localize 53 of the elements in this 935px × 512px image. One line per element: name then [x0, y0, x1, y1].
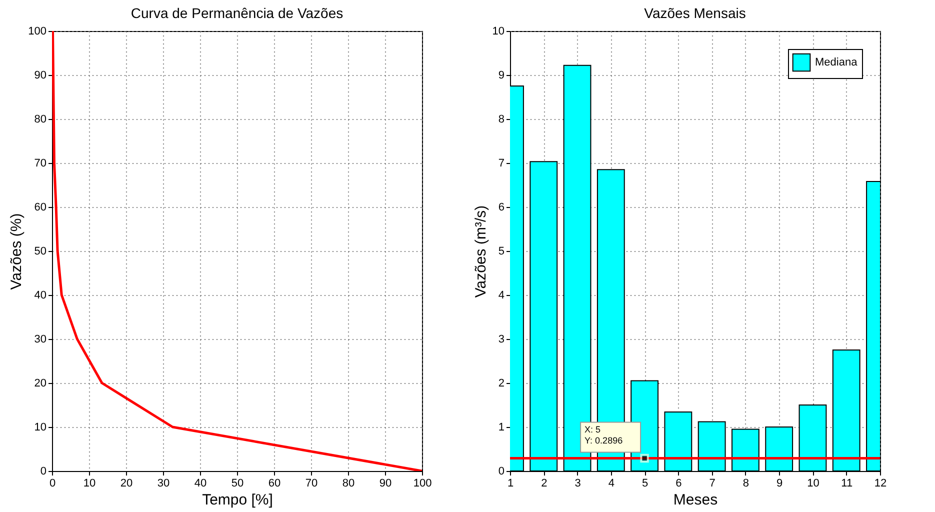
y-tick-label: 40	[34, 290, 46, 302]
x-axis-title: Tempo [%]	[202, 492, 273, 508]
x-tick-label: 4	[608, 478, 614, 490]
chart-title: Vazões Mensais	[644, 5, 746, 21]
x-tick-label: 50	[231, 478, 244, 490]
y-tick-label: 7	[498, 158, 504, 170]
y-tick-label: 10	[492, 26, 504, 38]
y-tick-label: 20	[34, 378, 46, 390]
y-tick-label: 5	[498, 246, 504, 258]
legend-label: Mediana	[815, 56, 858, 68]
y-tick-label: 0	[498, 466, 504, 478]
x-tick-label: 8	[742, 478, 750, 490]
y-tick-label: 70	[34, 158, 46, 170]
annotation: X: 5 Y: 0.2896	[584, 424, 623, 446]
y-tick-label: 80	[34, 114, 46, 126]
x-tick-label: 5	[642, 478, 648, 490]
x-tick-label: 11	[841, 478, 853, 490]
y-tick-label: 9	[498, 70, 504, 82]
x-tick-label: 70	[305, 478, 318, 490]
x-tick-label: 7	[709, 478, 716, 490]
x-axis-title: Meses	[673, 492, 718, 508]
chart-title: Curva de Permanência de Vazões	[130, 5, 344, 21]
y-tick-label: 1	[498, 422, 504, 434]
x-tick-label: 9	[776, 478, 783, 490]
y-tick-label: 100	[28, 26, 46, 38]
y-tick-label: 2	[498, 378, 504, 390]
y-tick-label: 60	[34, 202, 46, 214]
x-tick-label: 20	[120, 478, 133, 490]
y-tick-label: 3	[498, 334, 504, 346]
y-tick-label: 90	[34, 70, 46, 82]
x-tick-label: 10	[807, 478, 820, 490]
x-tick-label: 30	[157, 478, 170, 490]
y-axis-title: Vazões (%)	[8, 213, 26, 290]
y-tick-label: 0	[40, 466, 46, 478]
x-tick-label: 2	[541, 478, 548, 490]
x-tick-label: 60	[268, 478, 281, 490]
x-tick-label: 100	[413, 478, 432, 490]
y-tick-label: 10	[34, 422, 46, 434]
y-tick-label: 50	[34, 246, 46, 258]
x-tick-label: 90	[379, 478, 392, 490]
x-tick-label: 12	[874, 478, 887, 490]
y-tick-label: 6	[498, 202, 504, 214]
x-tick-label: 40	[194, 478, 207, 490]
x-tick-label: 1	[507, 478, 514, 490]
x-tick-label: 10	[83, 478, 96, 490]
y-tick-label: 8	[498, 114, 504, 126]
y-tick-label: 4	[498, 290, 504, 302]
x-tick-label: 3	[574, 478, 581, 490]
y-axis-title: Vazões (m³/s)	[472, 205, 490, 298]
x-tick-label: 0	[49, 478, 56, 490]
y-tick-label: 30	[34, 334, 46, 346]
x-tick-label: 6	[676, 478, 682, 490]
x-tick-label: 80	[342, 478, 355, 490]
